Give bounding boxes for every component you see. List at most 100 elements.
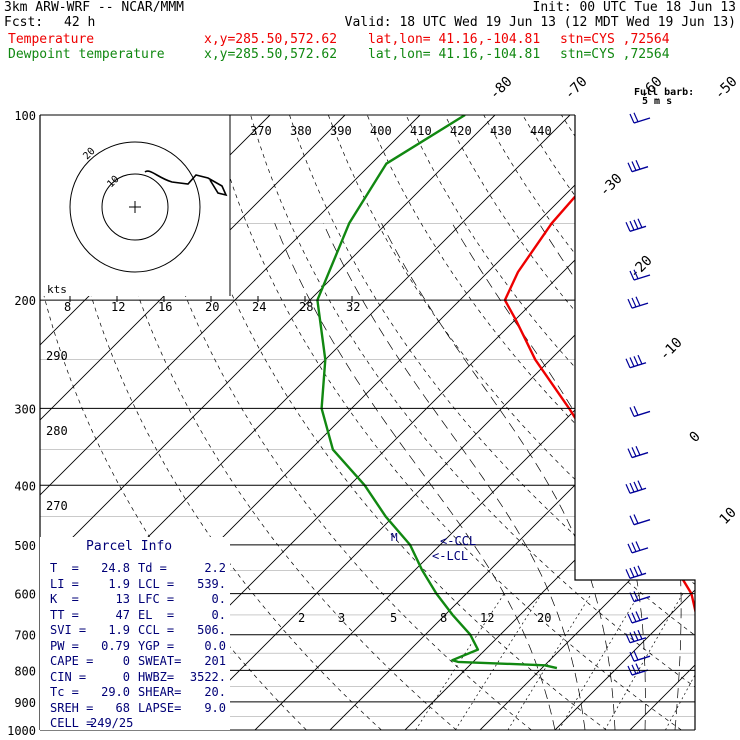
theta-label: 430 xyxy=(490,124,512,138)
wind-barb-flag xyxy=(633,269,639,280)
parcel-info-cell: SVI = xyxy=(50,623,87,637)
speed-scale-label: 24 xyxy=(252,300,266,314)
wind-barb xyxy=(629,514,651,526)
pressure-tick-label: 700 xyxy=(14,629,36,643)
parcel-info-cell: LCL = xyxy=(138,576,175,591)
lcl-label: <-LCL xyxy=(432,549,468,563)
parcel-info-table: T = 24.8 Td = 2.2 LI = 1.9 LCL = 539. K = 13 LFC =… xyxy=(50,561,230,732)
parcel-info-cell: CIN = xyxy=(50,669,87,684)
parcel-info-row: PW = 0.79 YGP = 0.0 xyxy=(50,639,230,655)
isotherm-line xyxy=(554,115,695,730)
parcel-info-cell: 29.0 xyxy=(101,685,130,699)
init-time: Init: 00 UTC Tue 18 Jun 13 xyxy=(532,0,737,15)
wind-barb-flag xyxy=(629,357,635,367)
isotherm-line xyxy=(329,115,695,730)
parcel-info-cell: 0.79 xyxy=(101,638,130,653)
wind-barb-shaft xyxy=(633,595,651,603)
wind-barb-flag xyxy=(631,447,637,457)
wind-barb-shaft xyxy=(633,410,651,418)
wind-barb-flag xyxy=(633,112,639,123)
temperature-latlon: lat,lon= 41.16,-104.81 xyxy=(368,32,541,47)
pressure-tick-label: 1000 xyxy=(7,724,36,738)
dry-adiabat xyxy=(172,115,607,730)
isotherm-label: -50 xyxy=(712,74,740,103)
wind-barb-flag xyxy=(625,484,631,494)
wind-barb-flag xyxy=(633,631,639,641)
dry-adiabat xyxy=(289,115,695,730)
dry-adiabat xyxy=(56,115,382,730)
wind-barb-flag xyxy=(629,482,635,493)
parcel-info-row: SREH = 68 LAPSE= 9.0 xyxy=(50,701,230,717)
parcel-info-row: T = 24.8 Td = 2.2 xyxy=(50,561,230,577)
forecast-label: Fcst: xyxy=(4,15,44,30)
wind-barb-flag xyxy=(633,481,639,492)
wind-barb xyxy=(625,218,647,232)
wind-barb-flag xyxy=(629,651,635,662)
wind-barb xyxy=(627,541,649,554)
wind-barb-flag xyxy=(637,480,643,490)
moist-adiabat xyxy=(642,223,695,730)
mixing-ratio-label: 5 xyxy=(390,611,397,625)
wind-barb-flag xyxy=(633,219,639,230)
valid-time: Valid: 18 UTC Wed 19 Jun 13 (12 MDT Wed … xyxy=(344,15,736,30)
wind-barb-flag xyxy=(631,297,637,308)
isotherm-line xyxy=(254,115,695,730)
parcel-info-cell: 539. xyxy=(197,576,226,591)
parcel-info-row: Tc = 29.0 SHEAR= 20. xyxy=(50,685,230,701)
wind-barb xyxy=(625,480,647,494)
wind-barb-flag xyxy=(627,543,633,554)
pressure-tick-label: 200 xyxy=(14,294,36,308)
dry-adiabat xyxy=(483,115,695,730)
dry-adiabat xyxy=(94,115,457,730)
parcel-info-row: TT = 47 EL = 0. xyxy=(50,608,230,624)
wind-barb xyxy=(627,445,649,459)
temperature-xy: x,y=285.50,572.62 xyxy=(204,32,338,47)
wind-barb xyxy=(627,611,649,624)
isotherm-line xyxy=(629,115,695,730)
moist-adiabat xyxy=(451,223,646,730)
parcel-info-cell: LI = xyxy=(50,576,79,591)
wind-barb-flag xyxy=(629,270,635,281)
dry-adiabat xyxy=(211,115,682,730)
lcl-marker: M xyxy=(391,531,398,544)
parcel-info-cell: 201 xyxy=(204,654,226,668)
wind-barb xyxy=(629,269,651,281)
speed-scale-label: 20 xyxy=(205,300,219,314)
mixing-ratio-label: 2 xyxy=(298,611,305,625)
dewpoint-station: stn=CYS ,72564 xyxy=(560,47,670,62)
parcel-info-cell: YGP = xyxy=(138,638,175,653)
parcel-info-cell: LAPSE= xyxy=(138,700,182,715)
parcel-info-row: K = 13 LFC = 0. xyxy=(50,592,230,608)
dry-adiabat xyxy=(522,115,695,730)
plot-right-border xyxy=(574,115,696,730)
parcel-info-cell: T = xyxy=(50,561,79,575)
parcel-info-cell: PW = xyxy=(50,638,79,653)
pressure-tick-label: 900 xyxy=(14,696,36,710)
parcel-info-cell: CCL = xyxy=(138,623,175,637)
wind-barb-flag xyxy=(627,448,633,458)
wind-barb-flag xyxy=(629,632,635,642)
wind-barb-flag xyxy=(625,358,631,368)
wind-barb-flag xyxy=(631,161,637,171)
dry-adiabat xyxy=(250,115,695,730)
isotherm-line xyxy=(40,115,496,730)
wind-barb-flag xyxy=(631,612,637,622)
wind-barb-shaft xyxy=(633,655,651,662)
wind-barb-flag xyxy=(635,611,641,621)
wind-barb-flag xyxy=(633,356,639,366)
theta-label: 400 xyxy=(370,124,392,138)
wind-barb-flag xyxy=(637,565,643,575)
moist-adiabat xyxy=(322,223,586,730)
dewpoint-profile xyxy=(316,115,558,670)
speed-scale-unit: kts xyxy=(47,283,67,296)
wind-barb-flag xyxy=(627,613,633,624)
parcel-info-panel: Parcel Info T = 24.8 Td = 2.2 LI = 1.9 LCL = 53… xyxy=(40,537,230,730)
parcel-info-cell: SREH = xyxy=(50,700,94,715)
speed-scale-label: 16 xyxy=(158,300,172,314)
mixing-ratio-line xyxy=(665,593,695,730)
parcel-info-cell: 47 xyxy=(115,607,130,622)
wind-barb-flag xyxy=(631,664,637,675)
parcel-info-cell: CAPE = xyxy=(50,654,94,668)
parcel-info-cell: 1.9 xyxy=(108,623,130,637)
theta-label: 440 xyxy=(530,124,552,138)
